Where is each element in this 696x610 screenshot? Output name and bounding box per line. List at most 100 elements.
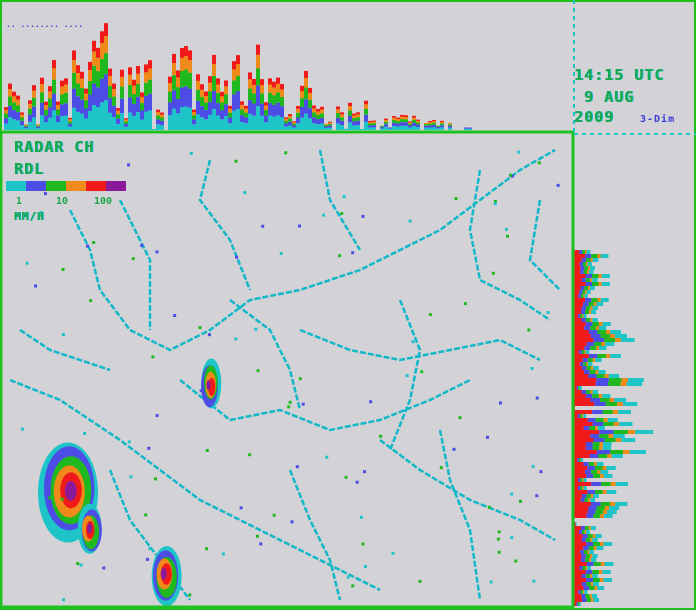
profile-bar — [436, 125, 440, 127]
profile-bar — [576, 386, 579, 390]
profile-bar — [328, 125, 332, 128]
profile-bar — [268, 78, 272, 85]
profile-bar — [604, 338, 616, 342]
profile-bar — [132, 103, 136, 116]
profile-bar — [276, 102, 280, 116]
profile-bar — [606, 330, 611, 334]
radar-echo-pixel — [531, 464, 535, 468]
profile-bar — [300, 98, 304, 108]
profile-bar — [574, 286, 581, 290]
profile-bar — [412, 115, 416, 118]
profile-bar — [596, 374, 605, 378]
profile-bar — [24, 125, 28, 127]
profile-bar — [574, 538, 582, 542]
profile-bar — [32, 117, 36, 130]
profile-bar — [590, 538, 593, 542]
legend-tick: 10 — [56, 196, 69, 207]
radar-echo-pixel — [256, 369, 260, 373]
profile-bar — [574, 482, 592, 486]
profile-bar — [591, 558, 597, 562]
profile-bar — [578, 478, 581, 482]
profile-bar — [412, 122, 416, 127]
profile-bar — [384, 124, 388, 127]
profile-bar — [600, 298, 609, 302]
radar-echo-pixel — [351, 251, 355, 255]
profile-bar — [60, 104, 64, 117]
profile-bar — [196, 114, 200, 130]
profile-bar — [112, 83, 116, 90]
profile-bar — [599, 346, 607, 350]
radar-echo-pixel — [279, 252, 283, 256]
profile-bar — [583, 302, 589, 306]
profile-bar — [618, 410, 631, 414]
profile-bar — [400, 122, 404, 126]
profile-bar — [585, 310, 590, 314]
profile-bar — [587, 358, 593, 362]
profile-bar — [224, 80, 228, 87]
radar-echo-pixel — [129, 475, 133, 479]
profile-bar — [580, 314, 583, 318]
profile-bar — [36, 125, 40, 127]
profile-bar — [184, 86, 188, 107]
profile-bar — [580, 486, 583, 490]
profile-bar — [596, 462, 604, 466]
profile-bar — [583, 314, 587, 318]
profile-bar — [96, 87, 100, 107]
profile-bar — [108, 112, 112, 130]
profile-bar — [288, 118, 292, 122]
profile-bar — [352, 125, 356, 130]
radar-echo-pixel — [25, 261, 29, 265]
profile-bar — [360, 128, 364, 130]
profile-bar — [64, 78, 68, 85]
profile-bar — [100, 31, 104, 44]
radar-echo-pixel — [235, 255, 239, 259]
profile-bar — [610, 482, 616, 486]
profile-bar — [592, 322, 600, 326]
profile-bar — [583, 414, 587, 418]
radar-echo-pixel — [255, 534, 259, 538]
profile-bar — [583, 362, 587, 366]
profile-bar — [589, 558, 592, 562]
profile-bar — [100, 58, 104, 79]
profile-bar — [100, 78, 104, 103]
radar-echo-pixel — [145, 557, 149, 561]
profile-bar — [56, 101, 60, 105]
profile-bar — [216, 115, 220, 130]
radar-echo-pixel — [530, 366, 534, 370]
profile-bar — [112, 96, 116, 106]
radar-echo — [64, 480, 77, 501]
profile-bar — [240, 109, 244, 116]
profile-bar — [408, 125, 412, 128]
radar-echo-pixel — [411, 340, 415, 344]
profile-bar — [593, 474, 601, 478]
profile-bar — [593, 598, 600, 602]
profile-bar — [228, 123, 232, 130]
profile-bar — [40, 77, 44, 84]
profile-bar — [588, 374, 597, 378]
radar-echo-pixel — [144, 513, 148, 517]
profile-bar — [582, 566, 586, 570]
profile-bar — [601, 342, 606, 346]
profile-bar — [594, 466, 603, 470]
profile-bar — [348, 122, 352, 130]
profile-bar — [292, 125, 296, 128]
profile-bar — [72, 72, 76, 89]
profile-bar — [603, 474, 613, 478]
profile-bar — [581, 594, 586, 598]
profile-bar — [84, 108, 88, 119]
radar-echo-pixel — [205, 448, 209, 452]
profile-bar — [16, 95, 20, 100]
legend-swatch — [26, 181, 46, 191]
river-line — [318, 149, 362, 251]
profile-bar — [579, 530, 582, 534]
profile-bar — [595, 358, 602, 362]
profile-bar — [600, 514, 604, 518]
profile-bar — [574, 578, 587, 582]
profile-bar — [610, 330, 621, 334]
profile-bar — [574, 554, 582, 558]
profile-bar — [268, 103, 272, 116]
profile-bar — [440, 121, 444, 124]
profile-bar — [392, 126, 396, 130]
profile-bar — [264, 102, 268, 106]
profile-bar — [586, 542, 594, 546]
